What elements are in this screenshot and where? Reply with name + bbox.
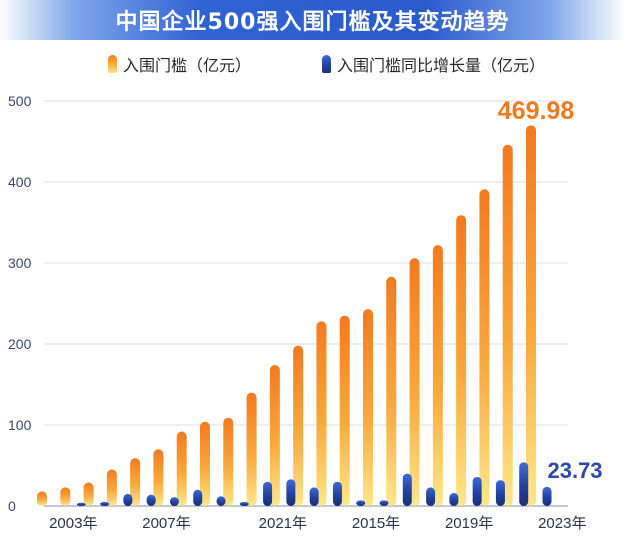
x-tick-label: 2023年 <box>538 515 586 532</box>
legend-swatch-blue <box>322 55 331 73</box>
bar-growth <box>76 502 86 506</box>
bar-threshold <box>409 258 420 506</box>
bar-threshold <box>479 189 490 507</box>
bar-threshold <box>316 321 327 506</box>
bar-growth <box>193 489 203 506</box>
legend-swatch-orange <box>108 55 117 73</box>
bar-threshold <box>432 245 443 506</box>
bar-growth <box>519 462 529 506</box>
bar-threshold <box>269 365 280 506</box>
bar-growth <box>426 487 436 506</box>
x-tick-label: 2007年 <box>142 515 190 532</box>
bars <box>37 125 552 507</box>
bar-growth <box>123 493 133 506</box>
bar-threshold <box>363 309 373 506</box>
bar-growth <box>379 500 389 506</box>
bar-growth <box>169 497 179 506</box>
bar-threshold <box>502 144 513 507</box>
bar-threshold <box>83 482 94 506</box>
x-tick-label: 2015年 <box>352 515 400 532</box>
bar-growth <box>263 481 273 506</box>
bar-growth <box>239 501 249 506</box>
bar-threshold <box>200 421 210 506</box>
y-tick-label: 0 <box>8 498 16 514</box>
legend-item-growth: 入围门槛同比增长量（亿元） <box>322 52 545 76</box>
y-tick-label: 500 <box>8 93 32 109</box>
bar-threshold <box>37 491 47 506</box>
bar-growth <box>286 479 296 506</box>
bar-threshold <box>246 392 257 506</box>
bar-growth <box>309 487 319 506</box>
x-tick-label: 2019年 <box>445 515 493 532</box>
bar-threshold <box>223 417 234 506</box>
bar-growth <box>402 473 412 506</box>
bar-growth <box>146 494 156 506</box>
bar-growth <box>100 501 110 506</box>
x-tick-label: 2003年 <box>49 515 97 532</box>
bar-growth <box>449 493 459 506</box>
bar-threshold <box>456 215 467 506</box>
x-axis-ticks: 2003年 2007年 2021年 2015年 2019年 2023年 <box>49 515 586 532</box>
annotations: 469.98 23.73 <box>498 97 603 483</box>
y-tick-label: 400 <box>8 174 32 190</box>
x-tick-label: 2021年 <box>259 515 307 532</box>
bar-threshold <box>293 345 304 506</box>
bar-threshold <box>153 449 164 506</box>
title-banner: 中国企业500强入围门槛及其变动趋势 <box>0 0 625 40</box>
bar-threshold <box>386 276 397 506</box>
legend: 入围门槛（亿元） 入围门槛同比增长量（亿元） <box>0 52 625 76</box>
legend-item-threshold: 入围门槛（亿元） <box>108 52 251 76</box>
bar-threshold <box>60 487 71 506</box>
legend-label-growth: 入围门槛同比增长量（亿元） <box>337 56 546 75</box>
bar-growth <box>332 481 342 506</box>
bar-threshold <box>176 431 187 506</box>
bar-threshold <box>106 469 117 506</box>
y-tick-label: 100 <box>8 417 32 433</box>
bar-growth <box>356 500 366 506</box>
bar-threshold <box>130 458 141 506</box>
data-label-threshold-2023: 469.98 <box>498 97 575 125</box>
y-tick-label: 200 <box>8 336 32 352</box>
bar-growth <box>542 486 552 506</box>
bar-threshold <box>339 315 350 506</box>
chart-title: 中国企业500强入围门槛及其变动趋势 <box>115 10 510 35</box>
y-axis-ticks: 0 100 200 300 400 500 <box>8 93 32 514</box>
data-label-growth-2023: 23.73 <box>547 458 602 483</box>
bar-growth <box>495 480 505 506</box>
y-tick-label: 300 <box>8 255 32 271</box>
bar-growth <box>472 476 482 506</box>
bar-growth <box>216 496 226 506</box>
legend-label-threshold: 入围门槛（亿元） <box>123 56 252 75</box>
bar-threshold <box>526 125 536 507</box>
